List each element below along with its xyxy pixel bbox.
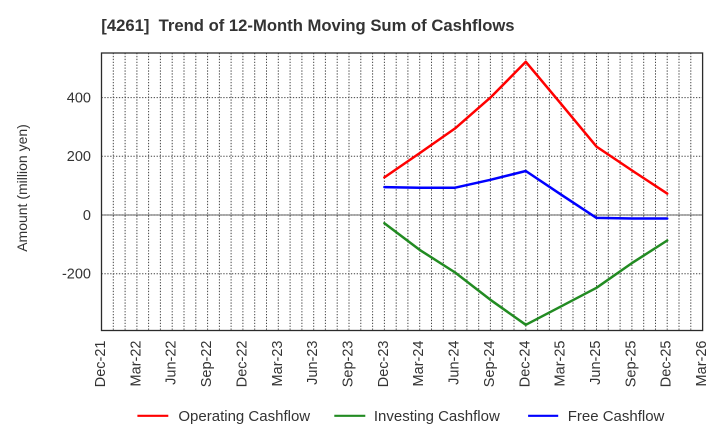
svg-text:200: 200 xyxy=(67,149,91,165)
svg-text:[4261] Trend of 12-Month Movi: [4261] Trend of 12-Month Moving Sum of C… xyxy=(101,16,514,35)
svg-text:Sep-25: Sep-25 xyxy=(623,341,639,388)
svg-text:-200: -200 xyxy=(62,267,91,283)
svg-text:0: 0 xyxy=(83,208,91,224)
svg-text:Mar-23: Mar-23 xyxy=(270,341,286,387)
svg-text:Sep-22: Sep-22 xyxy=(199,341,215,388)
svg-text:Mar-24: Mar-24 xyxy=(411,341,427,387)
svg-text:Sep-23: Sep-23 xyxy=(341,341,357,388)
svg-text:Operating Cashflow: Operating Cashflow xyxy=(178,408,310,425)
svg-text:Jun-25: Jun-25 xyxy=(588,341,604,385)
svg-text:Free Cashflow: Free Cashflow xyxy=(568,408,665,425)
svg-text:Mar-26: Mar-26 xyxy=(694,341,710,387)
svg-text:Amount (million yen): Amount (million yen) xyxy=(14,124,30,252)
svg-text:Investing Cashflow: Investing Cashflow xyxy=(374,408,500,425)
svg-text:Mar-25: Mar-25 xyxy=(553,341,569,387)
svg-text:Jun-24: Jun-24 xyxy=(447,341,463,385)
svg-text:Dec-23: Dec-23 xyxy=(376,341,392,388)
svg-text:Jun-22: Jun-22 xyxy=(164,341,180,385)
svg-text:Sep-24: Sep-24 xyxy=(482,341,498,388)
svg-text:400: 400 xyxy=(67,90,91,106)
svg-text:Dec-25: Dec-25 xyxy=(659,341,675,388)
svg-text:Dec-24: Dec-24 xyxy=(517,341,533,388)
svg-text:Mar-22: Mar-22 xyxy=(128,341,144,387)
svg-text:Dec-22: Dec-22 xyxy=(234,341,250,388)
svg-text:Dec-21: Dec-21 xyxy=(93,341,109,388)
svg-text:Jun-23: Jun-23 xyxy=(305,341,321,385)
